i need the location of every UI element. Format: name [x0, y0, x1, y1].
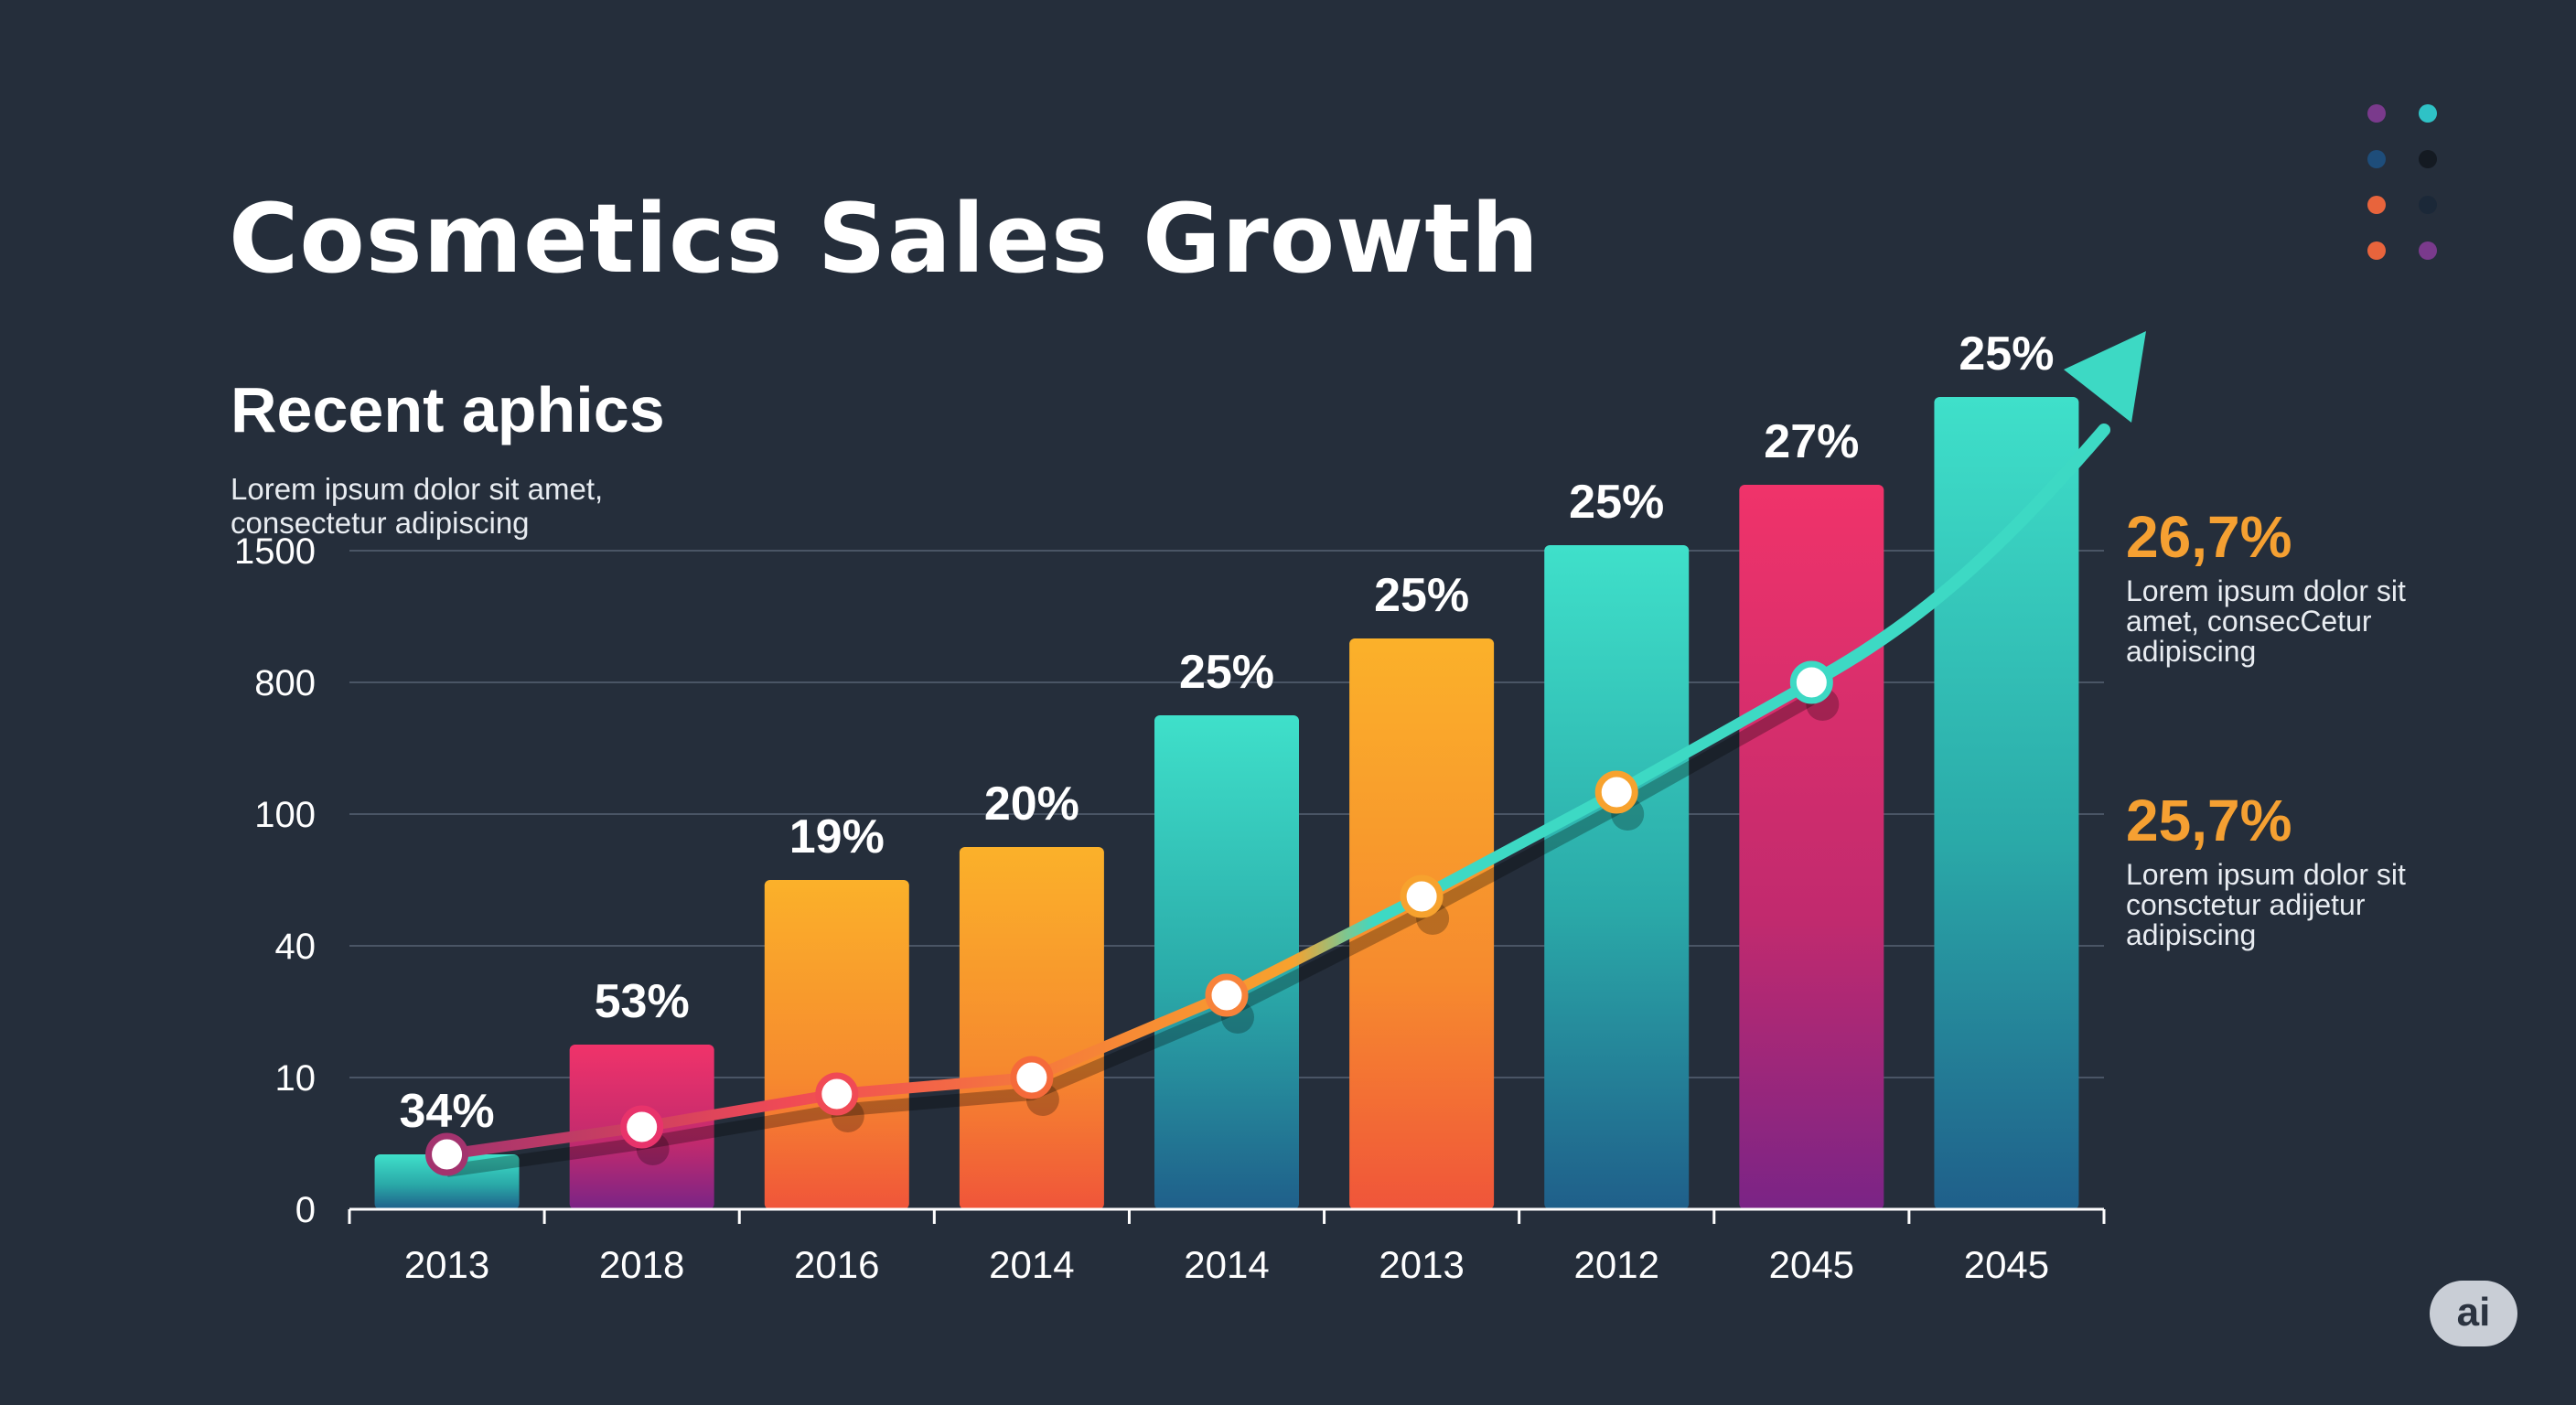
x-tick-label: 2014: [1184, 1243, 1269, 1286]
bar: [1739, 485, 1884, 1209]
description-line: Lorem ipsum dolor sit amet,: [231, 472, 604, 506]
bar-value-label: 27%: [1764, 415, 1859, 468]
side-note-text: Lorem ipsum dolor sit consctetur adijetu…: [2126, 860, 2510, 950]
x-axis: [348, 1207, 2106, 1224]
trend-point: [1789, 660, 1833, 704]
decor-dot: [2367, 196, 2386, 214]
side-note-line: adipiscing: [2126, 918, 2257, 951]
trend-point: [620, 1105, 664, 1149]
bar: [1154, 715, 1299, 1209]
x-tick-label: 2045: [1769, 1243, 1854, 1286]
side-note-line: Lorem ipsum dolor sit: [2126, 574, 2406, 607]
side-note-text: Lorem ipsum dolor sit amet, consecCetur …: [2126, 576, 2510, 667]
y-tick-label: 800: [254, 663, 316, 703]
bar: [959, 847, 1104, 1209]
bar-value-labels: 34% 53% 19% 20% 25% 25% 25% 27% 25%: [400, 327, 2055, 1138]
side-note-value: 26,7%: [2126, 504, 2292, 570]
side-note-line: consctetur adijetur: [2126, 888, 2366, 921]
description-line: consectetur adipiscing: [231, 506, 530, 540]
trend-point: [815, 1072, 859, 1116]
decor-dot: [2419, 241, 2437, 260]
side-note-value: 25,7%: [2126, 788, 2292, 853]
bar-value-label: 25%: [1569, 476, 1664, 529]
x-tick-label: 2013: [1379, 1243, 1464, 1286]
trend-path: [441, 677, 1818, 1160]
decor-dot: [2419, 196, 2437, 214]
side-note-1: 26,7% Lorem ipsum dolor sit amet, consec…: [2126, 503, 2510, 667]
decor-dot: [2419, 150, 2437, 168]
y-tick-label: 1500: [234, 531, 316, 572]
bar: [764, 880, 909, 1209]
decor-dot: [2367, 104, 2386, 123]
x-tick-label: 2016: [794, 1243, 879, 1286]
x-tick-label: 2014: [989, 1243, 1074, 1286]
bar-value-label: 34%: [400, 1085, 495, 1138]
x-tick-label: 2018: [599, 1243, 684, 1286]
trend-arrow-head-icon: [2064, 331, 2146, 423]
bar-value-label: 25%: [1179, 646, 1274, 699]
x-tick-label: 2013: [404, 1243, 489, 1286]
decor-dot: [2367, 150, 2386, 168]
decor-dot: [2419, 104, 2437, 123]
ai-badge-icon[interactable]: ai: [2430, 1281, 2517, 1346]
bar: [374, 1154, 520, 1209]
y-tick-label: 10: [275, 1058, 317, 1099]
bar-value-label: 25%: [1374, 569, 1469, 622]
trend-shadow: [445, 692, 1815, 1177]
side-note-line: amet, consecCetur: [2126, 605, 2372, 638]
bar: [1349, 638, 1495, 1209]
y-tick-label: 100: [254, 795, 316, 835]
y-tick-label: 0: [295, 1190, 316, 1230]
y-axis: 0 10 40 100 800 1500: [234, 531, 316, 1230]
trend-point: [1205, 973, 1249, 1017]
x-tick-label: 2012: [1574, 1243, 1659, 1286]
trend-arrow-shaft: [1805, 424, 2110, 689]
bars: [374, 397, 2079, 1209]
bar-value-label: 20%: [984, 778, 1079, 831]
bar: [1934, 397, 2079, 1209]
chart-subtitle: Recent aphics: [231, 374, 665, 445]
trend-point: [1594, 770, 1638, 814]
x-tick-label: 2045: [1964, 1243, 2049, 1286]
x-tick-labels: 2013 2018 2016 2014 2014 2013 2012 2045 2045: [404, 1243, 2049, 1286]
decorative-dots: [2367, 104, 2441, 269]
side-note-line: adipiscing: [2126, 635, 2257, 668]
y-tick-label: 40: [275, 927, 317, 967]
side-note-2: 25,7% Lorem ipsum dolor sit consctetur a…: [2126, 787, 2510, 950]
trend-point: [1010, 1056, 1054, 1099]
bar-value-label: 25%: [1959, 327, 2054, 381]
trend-point: [1400, 874, 1444, 918]
decor-dot: [2367, 241, 2386, 260]
bar-value-label: 19%: [789, 810, 885, 863]
trend-line: [425, 331, 2146, 1177]
chart-description: Lorem ipsum dolor sit amet, consectetur …: [231, 472, 706, 540]
side-note-line: Lorem ipsum dolor sit: [2126, 858, 2406, 891]
bar: [1544, 545, 1690, 1209]
trend-point: [425, 1132, 469, 1176]
bar-value-label: 53%: [595, 975, 690, 1028]
chart-title: Cosmetics Sales Growth: [229, 183, 1540, 295]
